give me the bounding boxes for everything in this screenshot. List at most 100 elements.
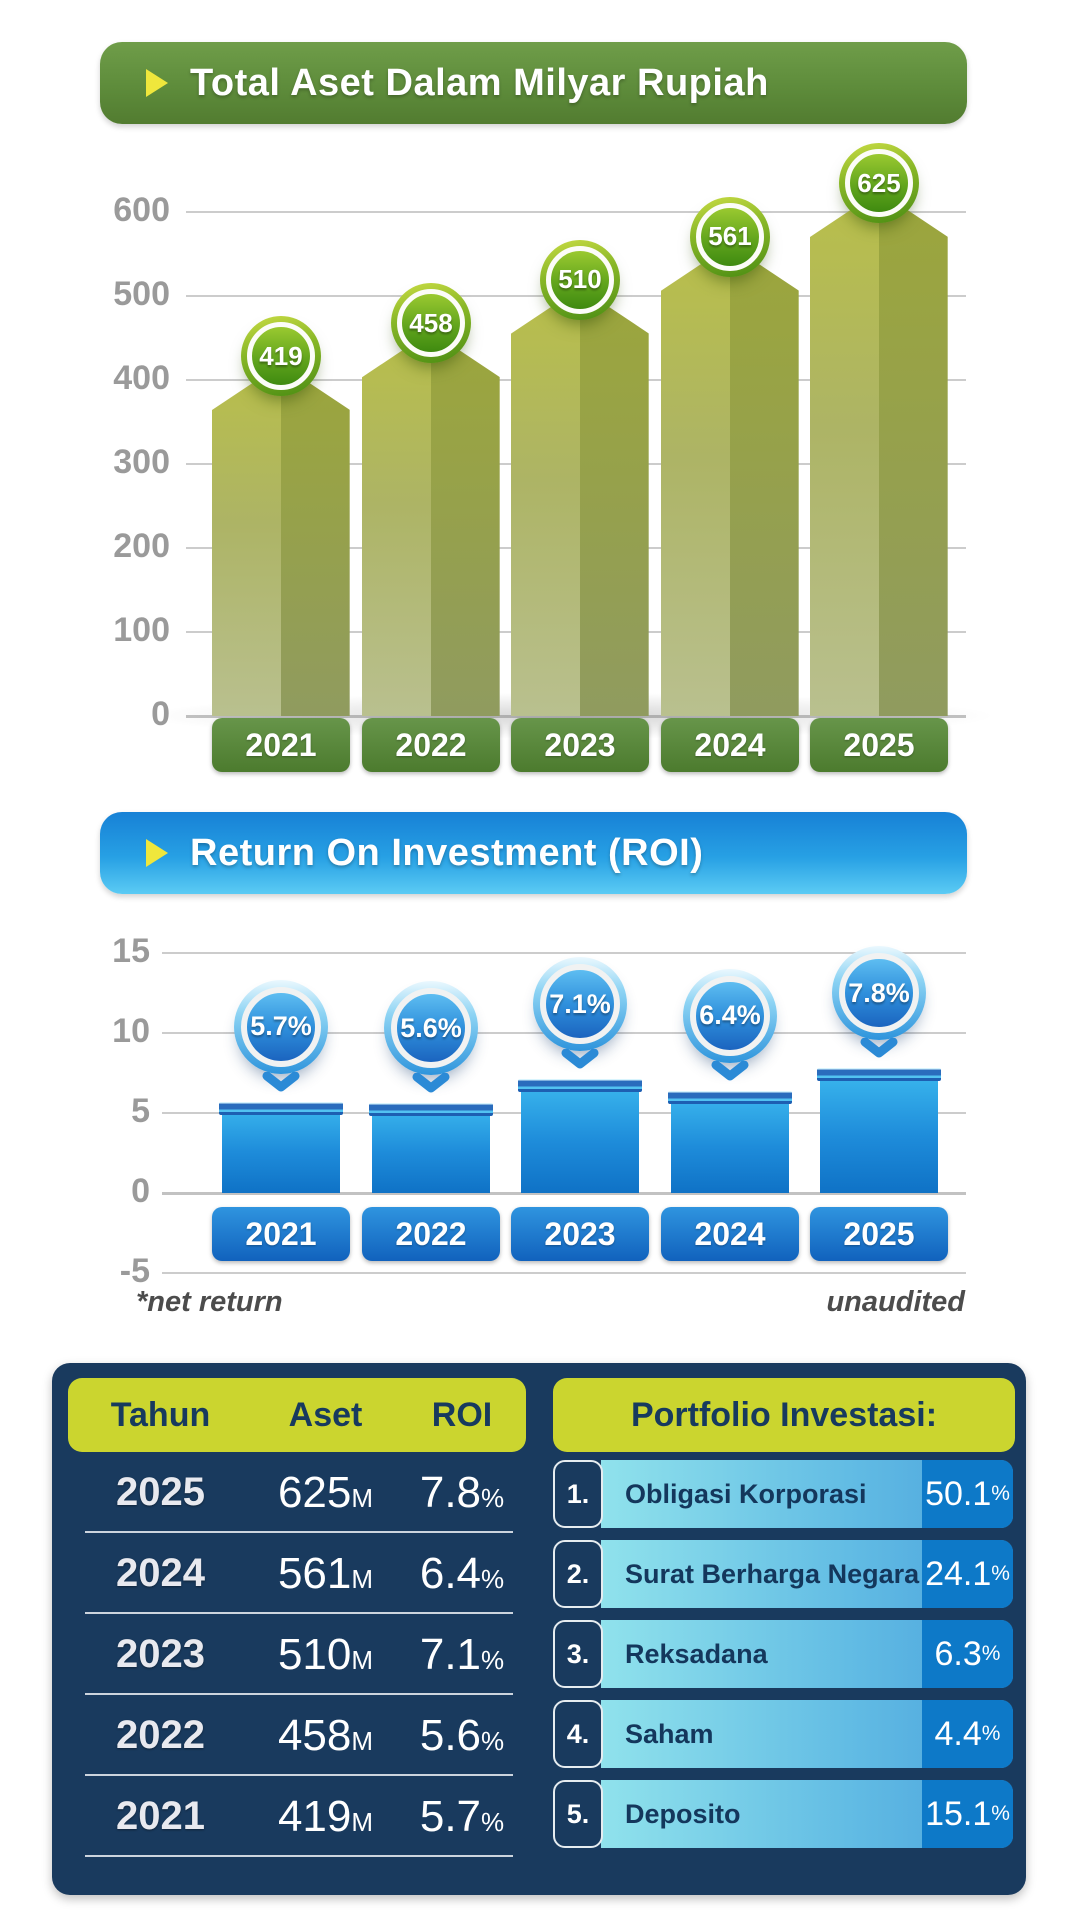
portfolio-item-rank: 4. bbox=[553, 1700, 603, 1768]
asset-value-badge: 419 bbox=[241, 316, 321, 397]
badge-ring bbox=[247, 322, 315, 391]
portfolio-item-bar: Saham 4.4% bbox=[601, 1700, 1013, 1768]
table-cell-roi: 6.4% bbox=[419, 1548, 505, 1598]
badge-ring bbox=[546, 245, 614, 314]
asset-value-label: 561 bbox=[708, 221, 752, 252]
portfolio-item-rank: 5. bbox=[553, 1780, 603, 1848]
roi-value-label: 6.4% bbox=[699, 1000, 761, 1031]
table-cell-asset: 625M bbox=[277, 1467, 374, 1517]
roi-value-badge: 7.1% bbox=[533, 957, 627, 1052]
y-tick-label: 200 bbox=[113, 527, 170, 565]
asset-bar-2021 bbox=[212, 364, 350, 716]
roi-gridline-5 bbox=[162, 1112, 966, 1114]
portfolio-item-rank: 3. bbox=[553, 1620, 603, 1688]
roi-y-tick-label: 10 bbox=[112, 1012, 150, 1050]
year-label-2025: 2025 bbox=[810, 718, 948, 772]
asset-value-label: 625 bbox=[857, 167, 901, 198]
y-tick-label: 600 bbox=[113, 191, 170, 229]
table-cell-asset: 419M bbox=[277, 1791, 374, 1841]
portfolio-item-value: 50.1% bbox=[922, 1460, 1013, 1528]
portfolio-item-rank: 2. bbox=[553, 1540, 603, 1608]
portfolio-item-label: Saham bbox=[625, 1718, 714, 1749]
table-cell-asset: 510M bbox=[277, 1629, 374, 1679]
gridline-100 bbox=[186, 631, 966, 633]
table-row-separator bbox=[85, 1774, 513, 1776]
portfolio-item-bar: Surat Berharga Negara 24.1% bbox=[601, 1540, 1013, 1608]
triangle-bullet-icon bbox=[146, 69, 168, 97]
roi-y-tick-label: 15 bbox=[112, 932, 150, 970]
table-row-separator bbox=[85, 1855, 513, 1857]
table-row: 2021 419M 5.7% bbox=[68, 1776, 526, 1857]
table-cell-roi: 7.1% bbox=[419, 1629, 505, 1679]
table-row-separator bbox=[85, 1612, 513, 1614]
roi-bar-2025 bbox=[817, 1068, 941, 1193]
gridline-500 bbox=[186, 295, 966, 297]
table-cell-year: 2023 bbox=[116, 1632, 205, 1676]
asset-value-badge: 561 bbox=[690, 196, 770, 277]
table-cell-year: 2024 bbox=[116, 1551, 205, 1595]
roi-chart-header: Return On Investment (ROI) bbox=[100, 812, 967, 894]
roi-year-label-2023: 2023 bbox=[511, 1207, 649, 1261]
badge-ring bbox=[397, 289, 465, 358]
table-cell-year: 2021 bbox=[116, 1794, 205, 1838]
table-cell-roi: 5.7% bbox=[419, 1791, 505, 1841]
asset-value-label: 510 bbox=[558, 264, 602, 295]
roi-gridline--5 bbox=[162, 1272, 966, 1274]
roi-value-badge: 6.4% bbox=[683, 968, 777, 1063]
portfolio-item-value: 15.1% bbox=[922, 1780, 1013, 1848]
chevron-down-icon bbox=[262, 1071, 300, 1094]
table-row: 2024 561M 6.4% bbox=[68, 1533, 526, 1614]
table-row: 2022 458M 5.6% bbox=[68, 1695, 526, 1776]
x-axis-line bbox=[186, 715, 966, 718]
asset-value-label: 458 bbox=[409, 307, 453, 338]
roi-value-label: 5.7% bbox=[250, 1011, 312, 1042]
asset-chart-header: Total Aset Dalam Milyar Rupiah bbox=[100, 42, 967, 124]
portfolio-item: Deposito 15.1% 5. bbox=[553, 1780, 1013, 1848]
badge-ring bbox=[690, 975, 770, 1056]
table-cell-asset: 561M bbox=[277, 1548, 374, 1598]
portfolio-item: Reksadana 6.3% 3. bbox=[553, 1620, 1013, 1688]
asset-value-label: 419 bbox=[259, 340, 303, 371]
triangle-bullet-icon bbox=[146, 839, 168, 867]
table-row-separator bbox=[85, 1531, 513, 1533]
asset-value-badge: 510 bbox=[540, 239, 620, 320]
badge-ring bbox=[696, 202, 764, 271]
asset-bar-2022 bbox=[362, 331, 500, 716]
roi-value-label: 5.6% bbox=[400, 1012, 462, 1043]
asset-bar-2023 bbox=[511, 287, 649, 716]
asset-bar-2025 bbox=[810, 191, 948, 716]
asset-value-badge: 625 bbox=[839, 143, 919, 223]
table-row: 2023 510M 7.1% bbox=[68, 1614, 526, 1695]
roi-bar-2022 bbox=[369, 1103, 493, 1193]
roi-year-label-2024: 2024 bbox=[661, 1207, 799, 1261]
roi-year-label-2021: 2021 bbox=[212, 1207, 350, 1261]
portfolio-item-bar: Obligasi Korporasi 50.1% bbox=[601, 1460, 1013, 1528]
summary-col-header: ROI bbox=[431, 1395, 493, 1434]
footnote-net-return: *net return bbox=[136, 1286, 283, 1318]
portfolio-item-value: 6.3% bbox=[922, 1620, 1013, 1688]
roi-value-badge: 5.6% bbox=[384, 981, 478, 1076]
gridline-300 bbox=[186, 463, 966, 465]
roi-y-tick-label: -5 bbox=[119, 1252, 150, 1290]
roi-gridline-10 bbox=[162, 1032, 966, 1034]
roi-year-label-2022: 2022 bbox=[362, 1207, 500, 1261]
portfolio-item-value: 24.1% bbox=[922, 1540, 1013, 1608]
roi-bar-2021 bbox=[219, 1101, 343, 1193]
roi-gridline-0 bbox=[162, 1192, 966, 1195]
summary-col-header: Tahun bbox=[110, 1395, 211, 1434]
asset-chart-title: Total Aset Dalam Milyar Rupiah bbox=[190, 61, 769, 104]
table-cell-asset: 458M bbox=[277, 1710, 374, 1760]
chevron-down-icon bbox=[412, 1072, 450, 1095]
portfolio-item-value: 4.4% bbox=[922, 1700, 1013, 1768]
summary-table-header: Tahun Aset ROI bbox=[68, 1378, 526, 1452]
y-tick-label: 0 bbox=[151, 695, 170, 733]
badge-ring bbox=[845, 149, 913, 217]
asset-bar-2024 bbox=[661, 244, 799, 716]
roi-year-label-2025: 2025 bbox=[810, 1207, 948, 1261]
portfolio-item-label: Deposito bbox=[625, 1798, 741, 1829]
summary-panel: Tahun Aset ROI 2025 625M 7.8% 2024 561M 6.4% 202… bbox=[52, 1363, 1026, 1895]
y-tick-label: 100 bbox=[113, 611, 170, 649]
chevron-down-icon bbox=[860, 1037, 898, 1060]
roi-y-tick-label: 5 bbox=[131, 1092, 150, 1130]
